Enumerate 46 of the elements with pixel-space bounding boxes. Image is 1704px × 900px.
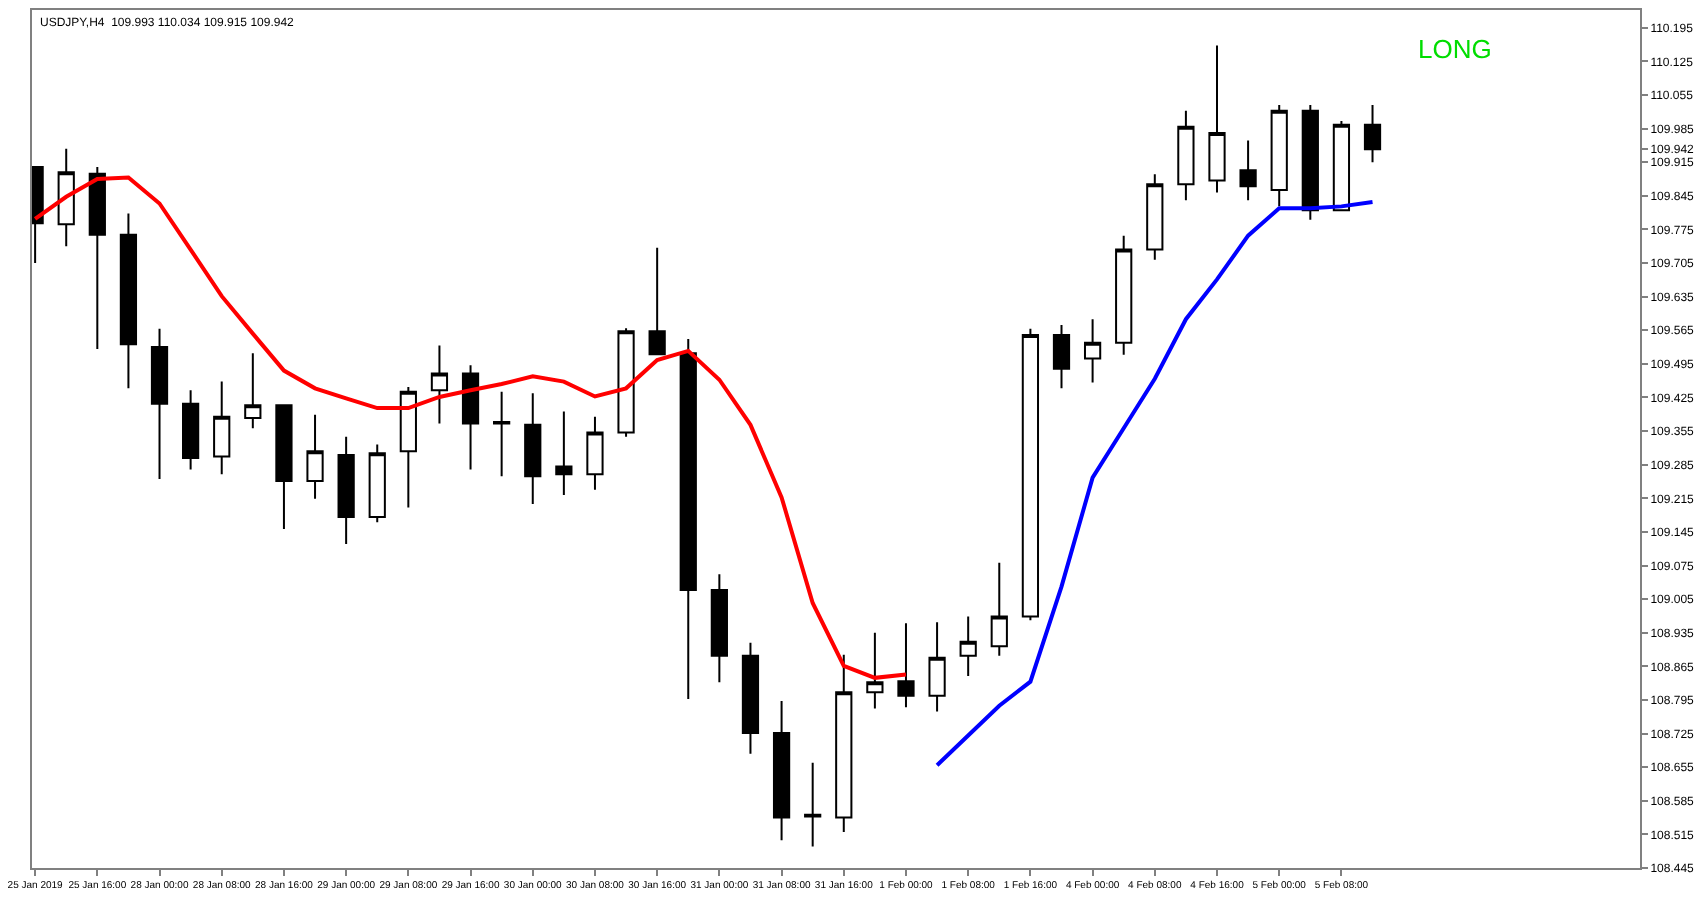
candlestick <box>866 631 884 710</box>
candlestick <box>244 352 262 430</box>
candlestick <box>1115 234 1133 356</box>
candlestick <box>1083 318 1102 384</box>
candlestick <box>648 246 666 357</box>
candlestick <box>493 390 511 478</box>
candlestick <box>897 622 915 709</box>
candlestick <box>1239 139 1257 202</box>
candlestick <box>555 410 573 496</box>
line-series <box>33 175 908 680</box>
candlestick <box>1332 119 1351 212</box>
candlestick <box>1363 104 1382 164</box>
candlestick <box>710 573 728 684</box>
candlestick <box>119 212 138 390</box>
candlestick <box>150 327 169 481</box>
candlestick <box>399 385 417 509</box>
candlestick <box>306 413 324 500</box>
line-series <box>935 200 1375 768</box>
candlestick <box>804 761 822 848</box>
candlestick <box>1301 104 1319 221</box>
candlestick <box>741 641 760 755</box>
candlestick <box>835 653 853 833</box>
candlestick <box>959 615 977 677</box>
text: LONG <box>1418 34 1492 64</box>
candlestick <box>586 415 604 491</box>
candlestick <box>57 147 75 248</box>
candlestick <box>928 621 946 713</box>
candlestick <box>772 699 791 842</box>
candlestick <box>1021 327 1040 622</box>
candlestick <box>213 380 231 476</box>
candlestick <box>524 392 542 506</box>
candlestick <box>337 435 355 545</box>
candlestick <box>461 364 480 471</box>
candlestick <box>1052 323 1071 390</box>
candlestick <box>430 344 449 425</box>
candlestick <box>1146 173 1164 261</box>
candlestick <box>368 443 386 524</box>
candlestick <box>617 327 635 438</box>
candlestick <box>990 561 1008 657</box>
candlestick <box>679 337 697 700</box>
candlestick <box>1177 109 1195 202</box>
candlestick <box>182 389 200 471</box>
candlestick <box>1208 44 1226 194</box>
candlestick <box>275 404 293 531</box>
candlestick <box>88 166 106 350</box>
candlestick <box>1270 104 1288 207</box>
